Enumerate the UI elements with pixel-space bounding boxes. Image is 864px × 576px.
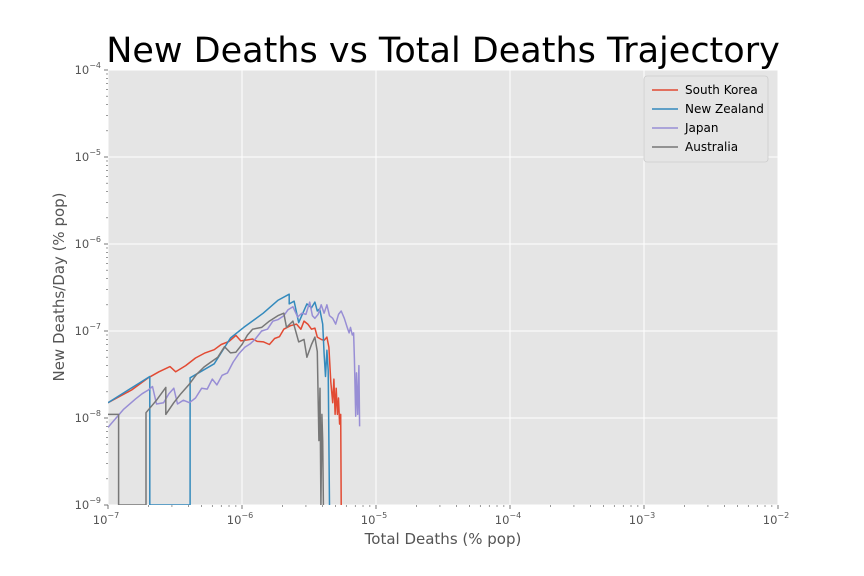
x-tick-label: 10−2: [763, 511, 789, 527]
x-tick-label-base: 10: [361, 513, 376, 527]
legend-label-new-zealand: New Zealand: [685, 102, 764, 116]
x-tick-label-exponent: −2: [777, 511, 789, 520]
chart-title: New Deaths vs Total Deaths Trajectory: [106, 31, 780, 71]
x-tick-label: 10−5: [361, 511, 387, 527]
y-tick-label-exponent: −7: [89, 322, 101, 331]
legend: South Korea New Zealand Japan Australia: [643, 75, 769, 163]
x-tick-label: 10−4: [495, 511, 521, 527]
y-tick-label-base: 10: [75, 411, 90, 425]
y-tick-label-base: 10: [75, 150, 90, 164]
series-line-australia: [108, 312, 325, 505]
x-tick-label: 10−6: [227, 511, 253, 527]
x-tick-label-base: 10: [495, 513, 510, 527]
y-tick-label-exponent: −9: [89, 496, 101, 505]
x-tick-label-exponent: −5: [375, 511, 387, 520]
series-line-new-zealand: [108, 293, 331, 505]
axis-ticks: 10−7 10−6 10−5 10−4 10−3 10−210−910−810−710−6…: [75, 61, 790, 527]
legend-label-japan: Japan: [684, 121, 718, 135]
y-tick-label-base: 10: [75, 324, 90, 338]
y-axis-label: New Deaths/Day (% pop): [50, 192, 68, 381]
legend-box: [643, 75, 769, 163]
y-tick-label: 10−8: [75, 409, 101, 425]
y-tick-label-exponent: −4: [89, 61, 101, 70]
y-tick-label-base: 10: [75, 237, 90, 251]
x-tick-label: 10−7: [93, 511, 119, 527]
x-axis-label: Total Deaths (% pop): [364, 530, 522, 548]
x-tick-label-exponent: −3: [643, 511, 655, 520]
x-tick-label-base: 10: [629, 513, 644, 527]
x-tick-label-exponent: −4: [509, 511, 521, 520]
series-group: [108, 293, 361, 505]
y-tick-label: 10−4: [75, 61, 101, 77]
x-tick-label-base: 10: [763, 513, 778, 527]
x-tick-label: 10−3: [629, 511, 655, 527]
y-tick-label: 10−7: [75, 322, 101, 338]
x-tick-label-base: 10: [227, 513, 242, 527]
y-tick-label-base: 10: [75, 498, 90, 512]
x-tick-label-exponent: −6: [241, 511, 253, 520]
y-tick-label-base: 10: [75, 63, 90, 77]
y-tick-label: 10−6: [75, 235, 101, 251]
legend-label-australia: Australia: [685, 140, 738, 154]
y-tick-label-exponent: −6: [89, 235, 101, 244]
y-tick-label: 10−5: [75, 148, 101, 164]
x-tick-label-exponent: −7: [107, 511, 119, 520]
x-tick-label-base: 10: [93, 513, 108, 527]
legend-label-south-korea: South Korea: [685, 83, 758, 97]
y-tick-label: 10−9: [75, 496, 101, 512]
y-tick-label-exponent: −5: [89, 148, 101, 157]
y-tick-label-exponent: −8: [89, 409, 101, 418]
